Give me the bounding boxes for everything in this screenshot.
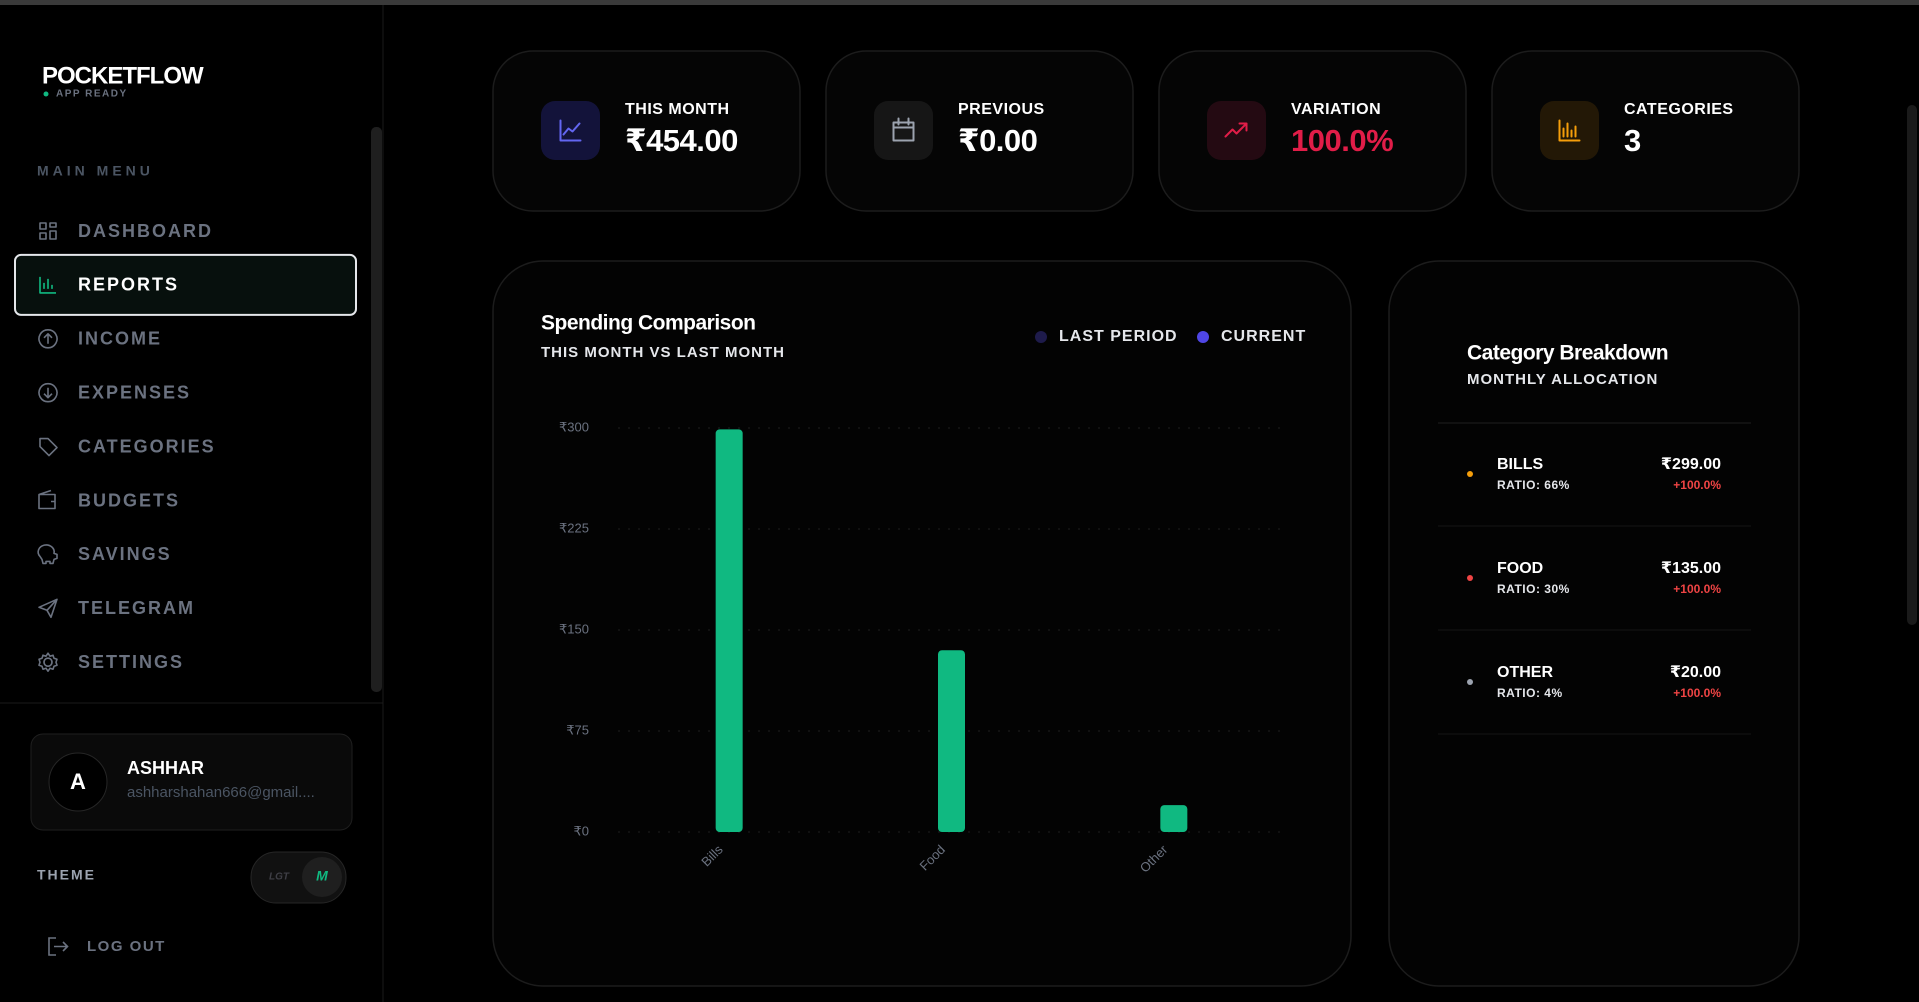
- scrollbar: [1907, 105, 1917, 625]
- menu-item[interactable]: CATEGORIES: [78, 436, 216, 456]
- stat-label: THIS MONTH: [625, 101, 730, 118]
- category-name: FOOD: [1497, 560, 1543, 577]
- breakdown-subtitle: MONTHLY ALLOCATION: [1467, 371, 1658, 388]
- y-tick-label: ₹225: [559, 520, 589, 535]
- menu-active: [14, 253, 357, 316]
- stat-icon: [892, 117, 915, 142]
- menu-icon: [39, 222, 57, 240]
- stat-card: [492, 50, 801, 212]
- chart-title: Spending Comparison: [541, 312, 756, 335]
- menu-icon: [38, 652, 58, 673]
- stat-value: 3: [1624, 123, 1641, 158]
- theme-label: THEME: [37, 867, 96, 883]
- toggle-knob: [302, 857, 342, 897]
- bar[interactable]: [715, 429, 743, 832]
- y-tick-label: ₹75: [566, 722, 589, 737]
- stat-value: 100.0%: [1291, 123, 1393, 158]
- menu-title: MAIN MENU: [37, 163, 154, 179]
- y-tick-label: ₹0: [573, 823, 589, 838]
- category-change: +100.0%: [1673, 582, 1721, 596]
- avatar: [48, 752, 108, 812]
- category-ratio: RATIO: 30%: [1497, 582, 1570, 596]
- status-dot: [43, 91, 49, 97]
- stat-value: ₹454.00: [625, 123, 738, 158]
- stat-label: VARIATION: [1291, 101, 1381, 118]
- brand-name: POCKETFLOW: [42, 62, 204, 89]
- brand-status: APP READY: [56, 89, 128, 100]
- menu-icon: [38, 489, 56, 510]
- window-bar: [0, 0, 1919, 5]
- stat-icon: [1558, 119, 1581, 142]
- bar[interactable]: [1160, 805, 1188, 832]
- stat-icon-box: [874, 101, 933, 160]
- stat-icon-box: [1207, 101, 1266, 160]
- category-dot: [1467, 679, 1473, 685]
- stat-value: ₹0.00: [958, 123, 1037, 158]
- stat-label: PREVIOUS: [958, 101, 1045, 118]
- stat-card: [825, 50, 1134, 212]
- category-dot: [1467, 471, 1473, 477]
- legend-dot: [1197, 331, 1209, 343]
- theme-light: LGT: [269, 872, 290, 883]
- menu-icon: [38, 598, 58, 619]
- category-name: BILLS: [1497, 456, 1544, 473]
- y-tick-label: ₹150: [559, 621, 589, 636]
- logout[interactable]: LOG OUT: [87, 938, 166, 955]
- chart-subtitle: THIS MONTH VS LAST MONTH: [541, 344, 785, 361]
- stat-card: [1158, 50, 1467, 212]
- menu-item[interactable]: INCOME: [78, 329, 162, 349]
- category-dot: [1467, 575, 1473, 581]
- category-change: +100.0%: [1673, 686, 1721, 700]
- menu-item[interactable]: DASHBOARD: [78, 221, 213, 241]
- category-name: OTHER: [1497, 664, 1553, 681]
- logout-icon: [48, 937, 69, 956]
- stat-icon: [559, 119, 582, 142]
- user-name: ASHHAR: [127, 758, 204, 778]
- y-tick-label: ₹300: [559, 419, 589, 434]
- menu-icon: [38, 328, 58, 349]
- menu-item[interactable]: REPORTS: [78, 275, 179, 295]
- category-amount: ₹299.00: [1661, 456, 1721, 473]
- menu-icon: [39, 437, 58, 457]
- legend-label[interactable]: CURRENT: [1221, 328, 1306, 345]
- chart-card: [492, 260, 1352, 987]
- menu-icon: [39, 276, 56, 294]
- stat-card: [1491, 50, 1800, 212]
- menu-item[interactable]: SETTINGS: [78, 652, 184, 672]
- stat-label: CATEGORIES: [1624, 101, 1734, 118]
- category-ratio: RATIO: 66%: [1497, 478, 1570, 492]
- menu-item[interactable]: EXPENSES: [78, 382, 191, 402]
- user-email: ashharshahan666@gmail....: [127, 784, 315, 801]
- stat-icon: [1224, 122, 1248, 138]
- category-change: +100.0%: [1673, 478, 1721, 492]
- menu-item[interactable]: BUDGETS: [78, 490, 180, 510]
- avatar-initial: A: [70, 769, 86, 794]
- menu-item[interactable]: SAVINGS: [78, 544, 172, 564]
- legend-label[interactable]: LAST PERIOD: [1059, 328, 1178, 345]
- breakdown-card: [1388, 260, 1800, 987]
- theme-dark: M: [316, 868, 328, 884]
- category-amount: ₹135.00: [1661, 560, 1721, 577]
- user-card[interactable]: [30, 733, 353, 831]
- menu-icon: [38, 382, 58, 403]
- menu-item[interactable]: TELEGRAM: [78, 598, 195, 618]
- category-amount: ₹20.00: [1670, 664, 1721, 681]
- breakdown-title: Category Breakdown: [1467, 342, 1668, 365]
- category-ratio: RATIO: 4%: [1497, 686, 1563, 700]
- menu-icon: [37, 544, 58, 565]
- stat-icon-box: [1540, 101, 1599, 160]
- legend-dot: [1035, 331, 1047, 343]
- bar[interactable]: [938, 650, 965, 832]
- scrollbar: [371, 127, 382, 692]
